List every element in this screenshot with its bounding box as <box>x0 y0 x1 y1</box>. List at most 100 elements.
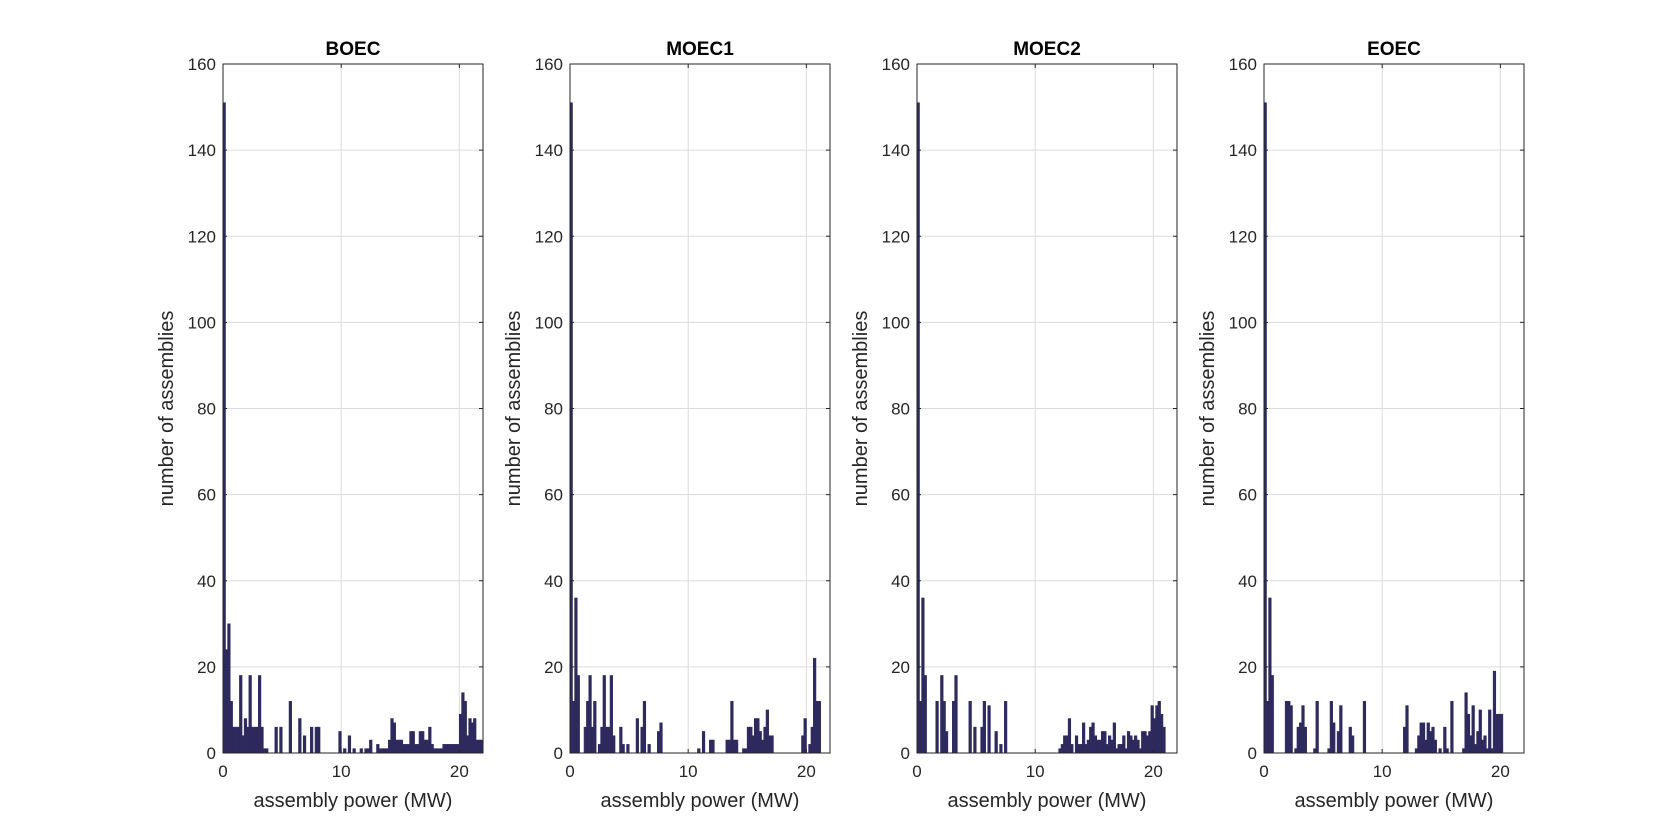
y-tick-label: 140 <box>535 141 563 160</box>
x-tick-label: 0 <box>565 762 574 781</box>
x-tick-label: 10 <box>1373 762 1392 781</box>
bar <box>593 701 597 754</box>
bar <box>647 744 651 754</box>
bar <box>982 701 986 754</box>
subplot-boec: 0 20 40 60 80 100 120 140 160 0 10 20 BOEC assembly p… <box>156 39 484 812</box>
y-tick-label: 140 <box>1229 141 1257 160</box>
bar <box>1405 705 1409 754</box>
bar <box>994 731 998 754</box>
y-tick-label: 80 <box>197 400 216 419</box>
bar <box>369 739 373 754</box>
bar <box>576 675 580 754</box>
bar <box>973 726 977 754</box>
bar <box>1445 748 1449 754</box>
x-axis-label: assembly power (MW) <box>948 790 1147 812</box>
y-tick-label: 120 <box>188 227 216 246</box>
y-tick-label: 140 <box>188 141 216 160</box>
bar <box>359 748 363 754</box>
bar <box>954 675 958 754</box>
bar <box>279 726 283 754</box>
y-tick-label: 80 <box>1238 400 1257 419</box>
x-tick-label: 20 <box>450 762 469 781</box>
bar <box>288 701 292 754</box>
bar <box>923 675 927 754</box>
y-tick-label: 0 <box>1248 744 1257 763</box>
bar <box>770 735 774 754</box>
x-tick-label: 0 <box>218 762 227 781</box>
y-tick-label: 60 <box>1238 486 1257 505</box>
y-tick-label: 40 <box>891 572 910 591</box>
bar <box>265 748 269 754</box>
bar <box>817 701 821 754</box>
y-axis-label: number of assemblies <box>850 311 872 507</box>
bar <box>1303 726 1307 754</box>
bar <box>1070 744 1074 754</box>
bar <box>1004 701 1008 754</box>
bar <box>1351 735 1355 754</box>
chart-title: MOEC2 <box>1013 39 1081 60</box>
subplot-eoec: 0 20 40 60 80 100 120 140 160 0 10 20 EOEC assembly p… <box>1197 39 1525 812</box>
bar <box>1438 748 1442 754</box>
x-axis-label: assembly power (MW) <box>254 790 453 812</box>
chart-title: MOEC1 <box>666 39 734 60</box>
bar <box>302 735 307 754</box>
bar <box>999 744 1003 754</box>
y-tick-label: 100 <box>535 313 563 332</box>
bar <box>1339 705 1343 754</box>
bar <box>1332 722 1336 754</box>
y-tick-label: 120 <box>1229 227 1257 246</box>
bar <box>310 726 314 754</box>
bar <box>1488 709 1492 754</box>
y-tick-label: 20 <box>544 658 563 677</box>
subplot-moec1: 0 20 40 60 80 100 120 140 160 0 10 20 MOEC1 assembly … <box>503 39 831 812</box>
y-axis-label: number of assemblies <box>1197 311 1219 507</box>
x-tick-label: 20 <box>1144 762 1163 781</box>
bar <box>642 701 647 754</box>
y-tick-label: 40 <box>544 572 563 591</box>
bar <box>274 726 278 754</box>
y-tick-label: 100 <box>1229 313 1257 332</box>
bar <box>1433 739 1437 754</box>
bar <box>944 731 949 754</box>
subplot-moec2: 0 20 40 60 80 100 120 140 160 0 10 20 MOEC2 assembly … <box>850 39 1178 812</box>
bar <box>1270 675 1274 754</box>
bar <box>735 739 739 754</box>
y-axis-label: number of assemblies <box>503 311 525 507</box>
x-tick-label: 20 <box>797 762 816 781</box>
y-tick-label: 140 <box>882 141 910 160</box>
y-tick-label: 160 <box>535 55 563 74</box>
y-tick-label: 80 <box>544 400 563 419</box>
y-tick-label: 160 <box>882 55 910 74</box>
bar <box>1362 701 1367 754</box>
bar <box>701 731 706 754</box>
bar <box>1450 701 1454 754</box>
bar <box>935 701 939 754</box>
bar <box>1289 705 1293 754</box>
y-tick-label: 160 <box>1229 55 1257 74</box>
bar <box>635 718 639 754</box>
y-tick-label: 160 <box>188 55 216 74</box>
y-tick-label: 60 <box>891 486 910 505</box>
bar <box>659 722 663 754</box>
y-tick-label: 20 <box>197 658 216 677</box>
bar <box>803 718 807 754</box>
y-tick-label: 120 <box>535 227 563 246</box>
bar <box>1315 701 1319 754</box>
chart-title: EOEC <box>1367 39 1421 60</box>
bar <box>697 748 701 754</box>
x-axis-label: assembly power (MW) <box>1295 790 1494 812</box>
x-tick-label: 0 <box>912 762 921 781</box>
bar <box>1162 726 1166 754</box>
y-tick-label: 40 <box>197 572 216 591</box>
y-tick-label: 20 <box>891 658 910 677</box>
bar <box>612 735 616 754</box>
x-tick-label: 10 <box>679 762 698 781</box>
x-tick-label: 10 <box>332 762 351 781</box>
bar <box>626 744 630 754</box>
y-tick-label: 0 <box>207 744 216 763</box>
y-tick-label: 80 <box>891 400 910 419</box>
chart-title: BOEC <box>326 39 381 60</box>
bar <box>347 735 352 754</box>
y-tick-label: 20 <box>1238 658 1257 677</box>
